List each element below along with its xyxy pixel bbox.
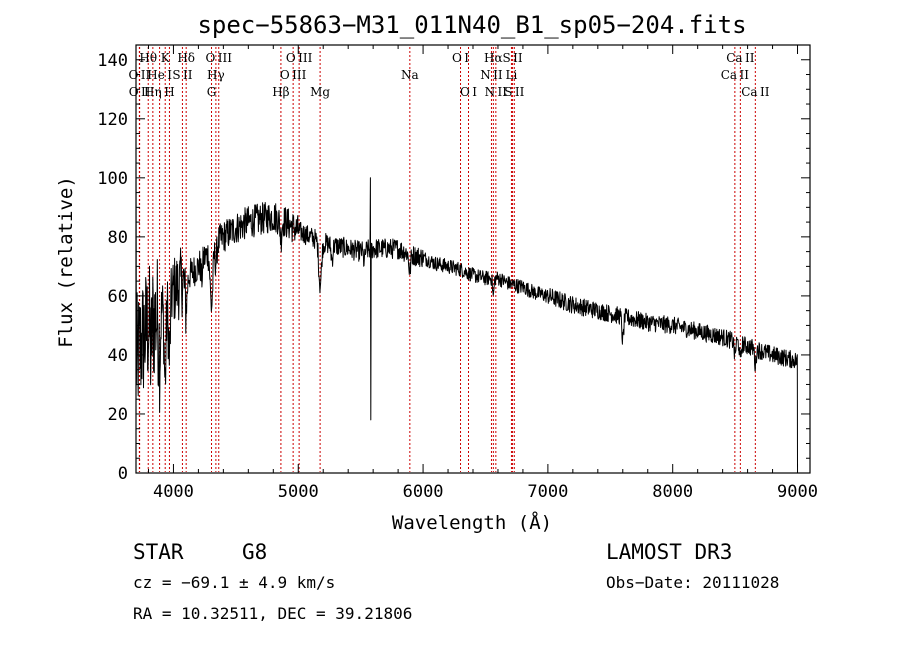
sky-coordinates: RA = 10.32511, DEC = 39.21806 xyxy=(133,604,413,623)
x-axis: 4000 5000 6000 7000 8000 9000 xyxy=(147,45,818,502)
spectral-line-label: Hβ xyxy=(272,85,289,99)
redshift-cz: cz = −69.1 ± 4.9 km/s xyxy=(133,573,336,592)
survey-name: LAMOST DR3 xyxy=(606,540,733,564)
spectral-line-label: N II xyxy=(485,85,508,99)
spectral-line-label: H xyxy=(164,85,174,99)
spectral-line-label: Ca II xyxy=(741,85,769,99)
object-class: STAR xyxy=(133,540,184,564)
spectral-line-label: G xyxy=(207,85,217,99)
spectral-line-label: S II xyxy=(503,51,523,65)
spectral-line-label: O III xyxy=(206,51,233,65)
y-tick-label: 40 xyxy=(108,346,128,366)
x-axis-label: Wavelength (Å) xyxy=(392,511,552,534)
y-tick-label: 120 xyxy=(97,110,128,130)
spectral-line-label: O I xyxy=(452,51,469,65)
x-tick-label: 5000 xyxy=(278,482,319,502)
spectral-line-label: Hη xyxy=(144,85,162,99)
y-axis-label: Flux (relative) xyxy=(55,176,77,348)
x-tick-label: 8000 xyxy=(652,482,693,502)
observation-date: Obs−Date: 20111028 xyxy=(606,573,780,592)
spectral-line-label: S II xyxy=(172,68,192,82)
x-tick-label: 9000 xyxy=(777,482,818,502)
spectral-line-label: Mg xyxy=(310,85,330,99)
spectral-line-label: Hθ xyxy=(139,51,157,65)
spectral-line-label: S II xyxy=(504,85,524,99)
y-axis: 0 20 40 60 80 100 120 140 xyxy=(97,51,810,484)
y-tick-label: 20 xyxy=(108,405,128,425)
y-tick-label: 60 xyxy=(108,287,128,307)
spectral-line-label: He I xyxy=(147,68,172,82)
spectrum-trace xyxy=(135,163,798,468)
spectral-line-label: O III xyxy=(280,68,307,82)
spectral-line-label: O II xyxy=(129,85,151,99)
y-tick-label: 0 xyxy=(118,464,128,484)
y-tick-label: 100 xyxy=(97,169,128,189)
plot-frame xyxy=(135,44,811,474)
spectral-line-label: Ca II xyxy=(726,51,754,65)
object-subclass: G8 xyxy=(242,540,268,564)
spectral-line-label: O III xyxy=(286,51,313,65)
spectral-line-label: O I xyxy=(460,85,477,99)
spectral-line-label: Li xyxy=(506,68,518,82)
spectral-line-label: Ca II xyxy=(721,68,749,82)
y-tick-label: 140 xyxy=(97,51,128,71)
x-tick-label: 7000 xyxy=(527,482,568,502)
spectral-line-label: N II xyxy=(480,68,503,82)
x-tick-label: 4000 xyxy=(153,482,194,502)
spectral-line-label: K xyxy=(161,51,171,65)
x-tick-label: 6000 xyxy=(403,482,444,502)
spectral-line-markers xyxy=(138,47,756,472)
y-tick-label: 80 xyxy=(108,228,128,248)
spectral-line-label: Hδ xyxy=(177,51,195,65)
spectral-line-label: Hγ xyxy=(207,68,225,82)
chart-title: spec−55863−M31_011N40_B1_sp05−204.fits xyxy=(197,11,746,39)
spectral-line-label: Na xyxy=(401,68,419,82)
spectral-line-label: Hα xyxy=(484,51,503,65)
